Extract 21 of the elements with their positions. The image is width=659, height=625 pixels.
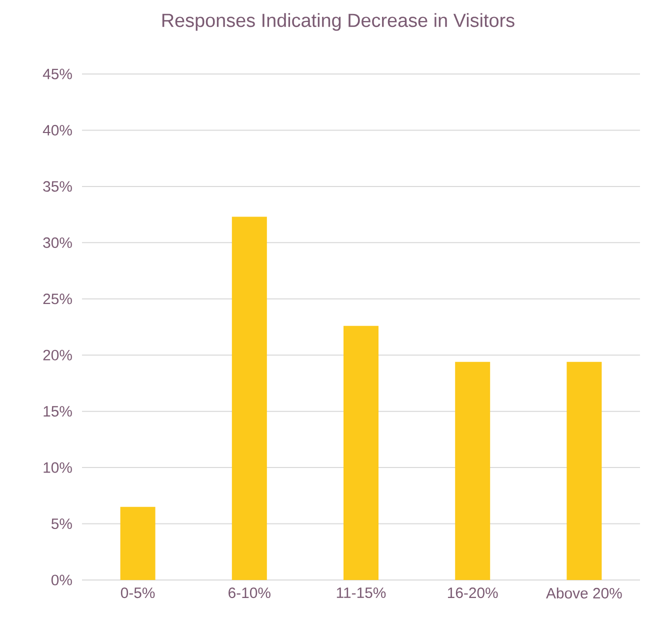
bar — [455, 362, 490, 580]
y-tick-label: 30% — [43, 237, 72, 248]
y-tick-label: 20% — [43, 350, 72, 360]
y-tick-label: 5% — [51, 518, 72, 530]
y-tick-label: 10% — [44, 462, 72, 473]
y-tick-label: 0% — [51, 574, 72, 586]
x-tick-label: 0-5% — [120, 588, 155, 598]
y-tick-label: 15% — [44, 406, 72, 417]
chart-title: Responses Indicating Decrease in Visitors — [162, 13, 514, 31]
bar — [232, 216, 267, 580]
y-tick-label: 35% — [43, 181, 72, 192]
bar — [566, 362, 602, 580]
x-tick-label: 6-10% — [228, 588, 270, 598]
y-tick-label: 45% — [42, 68, 72, 80]
bar — [120, 506, 156, 580]
x-tick-label: 11-15% — [336, 588, 386, 598]
x-tick-label: 16-20% — [448, 588, 498, 598]
y-tick-label: 25% — [43, 294, 72, 304]
bar — [344, 326, 379, 580]
x-tick-label: Above 20% — [546, 588, 622, 598]
y-tick-label: 40% — [42, 124, 72, 136]
